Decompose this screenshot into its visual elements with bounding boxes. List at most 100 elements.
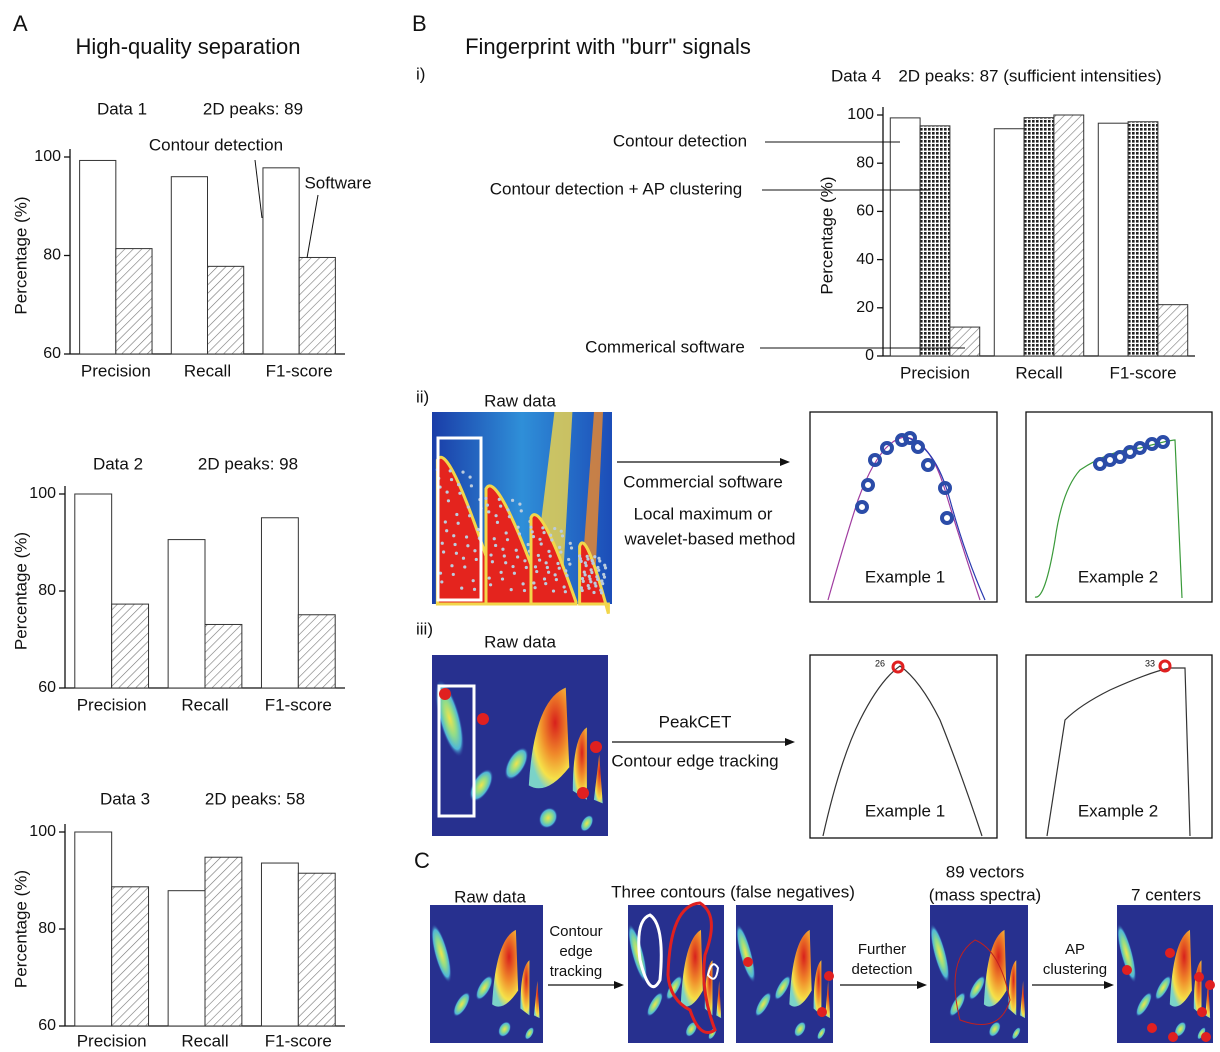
peak-marker bbox=[590, 741, 602, 753]
heat-blob bbox=[968, 975, 986, 1000]
label: edge bbox=[559, 943, 592, 960]
burr-dot bbox=[583, 573, 587, 577]
heat-peak bbox=[983, 929, 1007, 1007]
heat-blob bbox=[988, 1021, 1001, 1037]
burr-dot bbox=[562, 585, 566, 589]
x-tick-label: F1-score bbox=[265, 1031, 332, 1047]
bar bbox=[919, 125, 951, 357]
burr-dot bbox=[461, 470, 465, 474]
burr-dot bbox=[438, 571, 443, 575]
y-tick-label: 80 bbox=[38, 920, 56, 937]
burr-dot bbox=[537, 558, 542, 562]
burr-dot bbox=[533, 565, 538, 569]
burr-dot bbox=[502, 554, 506, 558]
legend-entry: Contour detection bbox=[613, 131, 747, 150]
burr-dot bbox=[544, 561, 548, 565]
peak-marker bbox=[1133, 441, 1147, 455]
burr-dot bbox=[531, 535, 536, 539]
bar bbox=[298, 256, 336, 355]
burr-dot bbox=[579, 559, 583, 563]
burr-dot bbox=[499, 504, 503, 508]
label: Three contours (false negatives) bbox=[611, 882, 855, 901]
burr-dot bbox=[568, 541, 572, 545]
burr-dot bbox=[455, 512, 459, 517]
y-axis-title: Percentage (%) bbox=[817, 176, 836, 294]
heat-peak bbox=[572, 727, 587, 800]
bar bbox=[993, 128, 1025, 357]
burr-dot bbox=[578, 554, 582, 558]
burr-dot bbox=[602, 572, 606, 577]
burr-dot bbox=[586, 557, 590, 561]
burr-dot bbox=[590, 559, 594, 563]
burr-dot bbox=[542, 577, 547, 581]
burr-dot bbox=[466, 505, 470, 509]
burr-dot bbox=[463, 565, 467, 569]
burr-dot bbox=[580, 588, 584, 593]
burr-dot bbox=[564, 569, 568, 573]
burr-dot bbox=[568, 562, 572, 566]
burr-dot bbox=[587, 586, 591, 590]
bar bbox=[170, 176, 209, 355]
burr-dot bbox=[563, 590, 567, 594]
bar bbox=[1097, 122, 1129, 357]
label: Example 1 bbox=[865, 801, 945, 820]
label: Example 2 bbox=[1078, 567, 1158, 586]
heat-peak bbox=[529, 513, 578, 606]
peak-marker bbox=[1205, 980, 1215, 990]
burr-dot bbox=[452, 534, 456, 538]
peak-marker bbox=[938, 481, 952, 495]
heat-peak bbox=[813, 960, 822, 1016]
y-tick-label: 60 bbox=[43, 345, 61, 362]
peak-marker bbox=[868, 453, 882, 467]
legend-entry: Contour detection + AP clustering bbox=[490, 179, 743, 198]
y-tick-label: 40 bbox=[856, 251, 874, 268]
burr-dot bbox=[581, 579, 585, 583]
heat-blob bbox=[794, 1021, 806, 1037]
burr-dot bbox=[469, 484, 474, 488]
legend-entry: Commerical software bbox=[585, 337, 745, 356]
burr-dot bbox=[523, 559, 527, 563]
bar bbox=[207, 265, 245, 355]
burr-dot bbox=[488, 583, 493, 587]
burr-dot bbox=[588, 577, 592, 581]
burr-dot bbox=[471, 579, 475, 583]
bar bbox=[297, 872, 336, 1027]
burr-dot bbox=[445, 490, 449, 494]
heat-blob bbox=[817, 1027, 826, 1040]
x-tick-label: Precision bbox=[900, 363, 970, 382]
burr-dot bbox=[449, 477, 454, 482]
burr-dot bbox=[589, 568, 593, 572]
burr-dot bbox=[492, 537, 496, 541]
burr-dot bbox=[545, 565, 549, 570]
burr-dot bbox=[601, 582, 605, 586]
label: detection bbox=[852, 961, 913, 978]
burr-dot bbox=[583, 561, 587, 565]
burr-dot bbox=[461, 556, 466, 560]
peak-label: 26 bbox=[875, 658, 885, 668]
burr-dot bbox=[501, 547, 505, 551]
burr-dot bbox=[553, 526, 557, 531]
panel-labels: A High-quality separation B Fingerprint … bbox=[13, 11, 751, 873]
burr-dot bbox=[509, 588, 513, 592]
peak-marker bbox=[477, 713, 489, 725]
bar bbox=[79, 159, 117, 355]
heatmap-image bbox=[736, 905, 833, 1043]
burr-dot bbox=[446, 499, 451, 503]
example-frame bbox=[809, 654, 998, 839]
contour-trace bbox=[666, 901, 717, 1034]
bar bbox=[1053, 114, 1085, 357]
peak-marker bbox=[891, 660, 905, 674]
heat-blob bbox=[538, 807, 558, 829]
heat-blob bbox=[1011, 1027, 1021, 1040]
heat-peak bbox=[593, 754, 603, 804]
label: Contour bbox=[549, 923, 602, 940]
burr-dot bbox=[514, 548, 518, 552]
chart-title: Data 2 bbox=[93, 454, 143, 473]
sub-label: i) bbox=[416, 64, 425, 83]
burr-dot bbox=[512, 571, 517, 575]
burr-dot bbox=[521, 582, 525, 586]
bar bbox=[1157, 304, 1189, 357]
panel-label: B bbox=[412, 11, 427, 36]
burr-dot bbox=[548, 554, 552, 558]
sub-label: iii) bbox=[416, 619, 433, 638]
